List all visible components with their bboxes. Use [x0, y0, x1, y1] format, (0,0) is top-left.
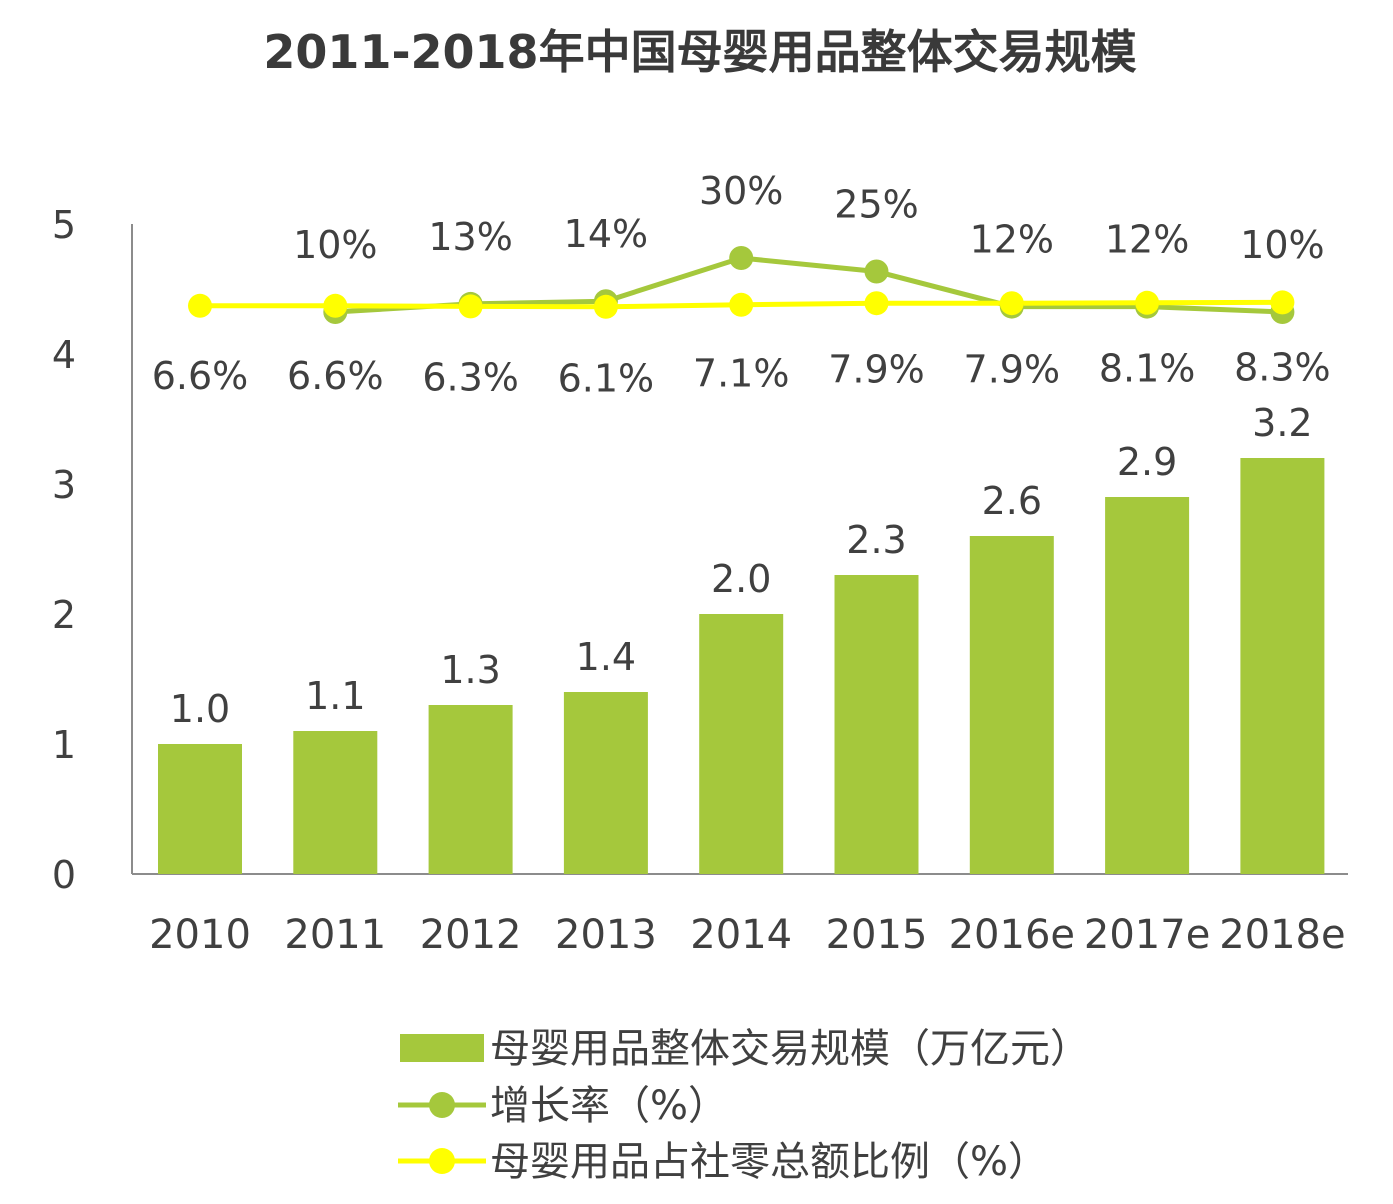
bar-value-label: 1.1	[305, 674, 365, 718]
y-tick-label: 2	[52, 593, 76, 637]
bar	[563, 692, 648, 874]
growth-rate-label: 13%	[428, 215, 512, 259]
bar	[1105, 497, 1190, 874]
share-label: 6.6%	[287, 354, 384, 398]
data-labels: 1.0 1.1 1.3 1.4 2.0 2.3 2.6 2.9 3.2 10% 13% 14% 30% 2…	[152, 169, 1331, 731]
bar-value-label: 1.4	[576, 635, 636, 679]
axes: 0 1 2 3 4 5 2010 2011 2012 2013 2014 2015 2016e 2017e…	[52, 203, 1348, 958]
share-point	[729, 292, 754, 317]
share-point	[999, 291, 1024, 316]
y-tick-label: 0	[52, 853, 76, 897]
growth-rate-label: 30%	[699, 169, 783, 213]
y-tick-label: 4	[52, 333, 76, 377]
share-label: 6.6%	[152, 354, 249, 398]
growth-rate-point	[729, 246, 754, 270]
line-series	[188, 246, 1295, 324]
x-tick-label: 2018e	[1219, 912, 1345, 958]
x-tick-label: 2011	[284, 912, 386, 958]
legend-label: 增长率（%）	[490, 1083, 728, 1129]
share-label: 8.3%	[1234, 346, 1331, 390]
share-label: 6.3%	[422, 356, 519, 400]
growth-rate-label: 14%	[564, 212, 648, 256]
share-label: 6.1%	[558, 357, 655, 401]
share-label: 7.1%	[693, 352, 790, 396]
growth-rate-point	[864, 259, 889, 284]
bar-series	[158, 458, 1325, 874]
x-tick-label: 2017e	[1084, 912, 1210, 958]
bar	[158, 744, 242, 874]
bar-value-label: 2.3	[846, 518, 906, 562]
share-point	[323, 293, 348, 318]
growth-rate-label: 12%	[970, 218, 1054, 262]
share-point	[864, 291, 889, 316]
share-point	[458, 294, 483, 319]
bar	[428, 705, 513, 874]
bar-value-label: 3.2	[1252, 401, 1312, 445]
legend-swatch-dot	[429, 1148, 455, 1174]
bar	[1240, 458, 1325, 874]
bar-value-label: 2.9	[1117, 440, 1177, 484]
share-point	[593, 294, 618, 319]
bar	[969, 536, 1054, 874]
share-point	[188, 293, 212, 318]
x-tick-label: 2016e	[949, 912, 1075, 958]
legend-swatch-bar	[400, 1034, 484, 1062]
bar-value-label: 1.0	[170, 687, 230, 731]
bar-value-label: 2.0	[711, 557, 771, 601]
growth-rate-label: 12%	[1105, 218, 1189, 262]
legend-label: 母婴用品整体交易规模（万亿元）	[490, 1026, 1090, 1072]
chart-title: 2011-2018年中国母婴用品整体交易规模	[263, 25, 1136, 79]
y-tick-label: 3	[52, 463, 76, 507]
x-tick-label: 2012	[420, 912, 522, 958]
x-tick-label: 2015	[826, 912, 928, 958]
growth-rate-label: 25%	[834, 183, 918, 227]
share-label: 7.9%	[828, 348, 925, 392]
growth-rate-label: 10%	[1240, 223, 1324, 267]
x-tick-label: 2014	[690, 912, 792, 958]
legend: 母婴用品整体交易规模（万亿元） 增长率（%） 母婴用品占社零总额比例（%）	[398, 1026, 1090, 1185]
y-tick-label: 5	[52, 203, 76, 247]
share-point	[1135, 290, 1160, 315]
x-tick-label: 2013	[555, 912, 657, 958]
share-point	[1270, 290, 1295, 315]
legend-label: 母婴用品占社零总额比例（%）	[490, 1139, 1048, 1185]
share-label: 7.9%	[964, 348, 1061, 392]
bar	[834, 575, 919, 874]
bar-value-label: 1.3	[440, 648, 500, 692]
legend-swatch-dot	[429, 1092, 455, 1118]
bar-value-label: 2.6	[982, 479, 1042, 523]
y-tick-label: 1	[52, 723, 76, 767]
bar	[293, 731, 378, 874]
bar	[699, 614, 784, 874]
share-label: 8.1%	[1099, 347, 1196, 391]
x-tick-label: 2010	[149, 912, 251, 958]
growth-rate-label: 10%	[293, 223, 377, 267]
growth-rate-line	[335, 255, 1283, 315]
